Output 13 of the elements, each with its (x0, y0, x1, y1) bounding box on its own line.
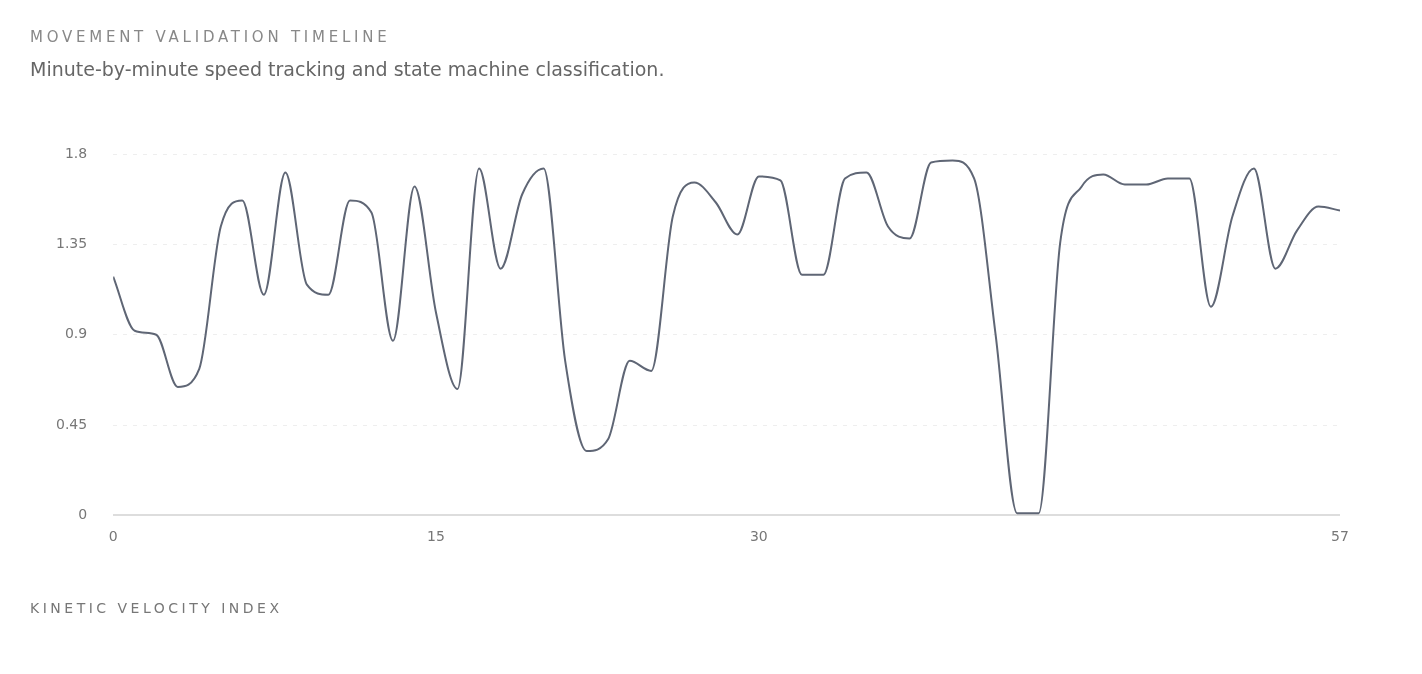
line-series (113, 159, 1340, 515)
y-tick-label: 0 (78, 505, 88, 522)
x-axis-title: KINETIC VELOCITY INDEX (30, 600, 284, 616)
x-tick-label: 30 (749, 528, 768, 545)
chart-subtitle: Minute-by-minute speed tracking and state machine classification. (30, 58, 666, 80)
y-tick-label: 1.8 (64, 145, 88, 162)
y-tick-label: 1.35 (56, 235, 88, 252)
x-tick-label: 15 (427, 528, 445, 545)
x-tick-label: 57 (1331, 528, 1349, 545)
chart-title: MOVEMENT VALIDATION TIMELINE (30, 28, 392, 46)
y-tick-label: 0.9 (64, 325, 88, 342)
y-tick-label: 0.45 (56, 415, 88, 432)
x-tick-label: 0 (108, 528, 118, 545)
